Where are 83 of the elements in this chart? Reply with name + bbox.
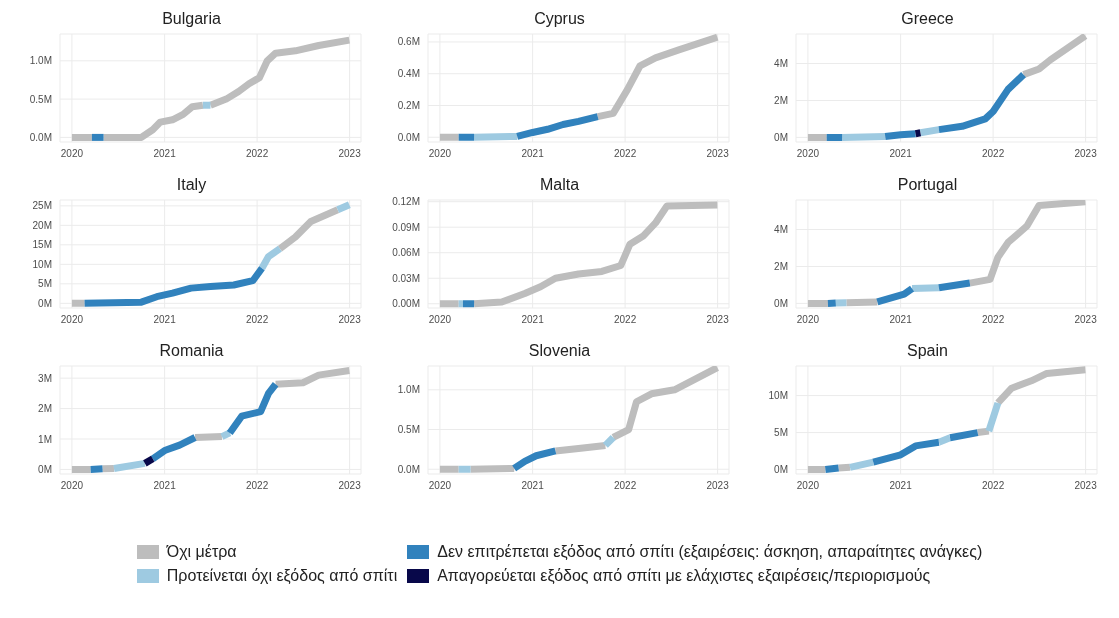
y-tick-label: 0.2M — [397, 100, 420, 112]
y-tick-label: 20M — [32, 219, 52, 231]
x-tick-label: 2022 — [613, 480, 637, 492]
y-tick-label: 2M — [774, 95, 788, 107]
x-tick-label: 2023 — [706, 148, 730, 160]
chart-title: Cyprus — [533, 9, 586, 29]
legend-label: Όχι μέτρα — [166, 543, 237, 561]
y-tick-label: 0.5M — [29, 93, 52, 105]
x-tick-label: 2022 — [981, 480, 1005, 492]
x-tick-label: 2020 — [428, 148, 452, 160]
y-tick-label: 1.0M — [397, 384, 420, 396]
y-tick-label: 0.03M — [392, 272, 420, 284]
chart-title: Malta — [538, 175, 581, 195]
x-tick-label: 2021 — [889, 314, 913, 326]
y-tick-label: 2M — [774, 261, 788, 273]
x-tick-label: 2023 — [338, 480, 362, 492]
x-tick-label: 2021 — [521, 148, 545, 160]
x-tick-label: 2023 — [706, 480, 730, 492]
x-tick-label: 2020 — [60, 314, 84, 326]
y-tick-label: 10M — [768, 390, 788, 402]
chart-title: Greece — [900, 9, 955, 29]
x-tick-label: 2023 — [1074, 314, 1098, 326]
x-tick-label: 2021 — [153, 314, 177, 326]
x-tick-label: 2020 — [428, 480, 452, 492]
chart-title: Portugal — [896, 175, 959, 195]
x-tick-label: 2022 — [613, 314, 637, 326]
y-tick-label: 0.0M — [29, 131, 52, 143]
y-tick-label: 3M — [38, 372, 52, 384]
x-tick-label: 2020 — [796, 148, 820, 160]
chart-title: Italy — [175, 175, 208, 195]
x-tick-label: 2020 — [796, 480, 820, 492]
y-tick-label: 0M — [774, 297, 788, 309]
x-tick-label: 2023 — [338, 148, 362, 160]
y-tick-label: 0M — [774, 464, 788, 476]
y-tick-label: 10M — [32, 258, 52, 270]
x-tick-label: 2020 — [428, 314, 452, 326]
y-tick-label: 0.06M — [392, 247, 420, 259]
x-tick-label: 2022 — [981, 148, 1005, 160]
x-tick-label: 2021 — [153, 148, 177, 160]
legend-label: Δεν επιτρέπεται εξόδος από σπίτι (εξαιρέσεις: άσκηση, απαραίτητες ανάγκες) — [437, 543, 983, 561]
chart-title: Slovenia — [527, 341, 592, 361]
chart-title: Spain — [906, 341, 949, 361]
x-tick-label: 2021 — [521, 314, 545, 326]
y-tick-label: 0M — [38, 463, 52, 475]
y-tick-label: 4M — [774, 224, 788, 236]
y-tick-label: 0.0M — [397, 463, 420, 475]
y-tick-label: 5M — [774, 427, 788, 439]
y-tick-label: 2M — [38, 403, 52, 415]
legend-label: Απαγορεύεται εξόδος από σπίτι με ελάχιστες εξαιρέσεις/περιορισμούς — [437, 567, 931, 585]
x-tick-label: 2021 — [521, 480, 545, 492]
x-tick-label: 2020 — [60, 480, 84, 492]
y-tick-label: 0.6M — [397, 36, 420, 48]
x-tick-label: 2023 — [338, 314, 362, 326]
y-tick-label: 5M — [38, 278, 52, 290]
y-tick-label: 0.5M — [397, 424, 420, 436]
y-tick-label: 0M — [38, 297, 52, 309]
y-tick-label: 1.0M — [29, 55, 52, 67]
x-tick-label: 2022 — [245, 480, 269, 492]
chart-title: Bulgaria — [161, 9, 222, 29]
y-tick-label: 1M — [38, 433, 52, 445]
y-tick-label: 0.00M — [392, 298, 420, 310]
y-tick-label: 0.12M — [392, 196, 420, 208]
legend-label: Προτείνεται όχι εξόδος από σπίτι — [166, 567, 398, 585]
x-tick-label: 2022 — [981, 314, 1005, 326]
y-tick-label: 0.4M — [397, 68, 420, 80]
x-tick-label: 2020 — [60, 148, 84, 160]
x-tick-label: 2022 — [613, 148, 637, 160]
x-tick-label: 2022 — [245, 148, 269, 160]
x-tick-label: 2023 — [1074, 148, 1098, 160]
y-tick-label: 0M — [774, 131, 788, 143]
y-tick-label: 25M — [32, 200, 52, 212]
x-tick-label: 2020 — [796, 314, 820, 326]
chart-title: Romania — [158, 341, 225, 361]
y-tick-label: 15M — [32, 239, 52, 251]
x-tick-label: 2021 — [889, 480, 913, 492]
x-tick-label: 2023 — [1074, 480, 1098, 492]
x-tick-label: 2021 — [153, 480, 177, 492]
y-tick-label: 0.09M — [392, 221, 420, 233]
x-tick-label: 2023 — [706, 314, 730, 326]
y-tick-label: 0.0M — [397, 131, 420, 143]
x-tick-label: 2021 — [889, 148, 913, 160]
x-tick-label: 2022 — [245, 314, 269, 326]
y-tick-label: 4M — [774, 58, 788, 70]
